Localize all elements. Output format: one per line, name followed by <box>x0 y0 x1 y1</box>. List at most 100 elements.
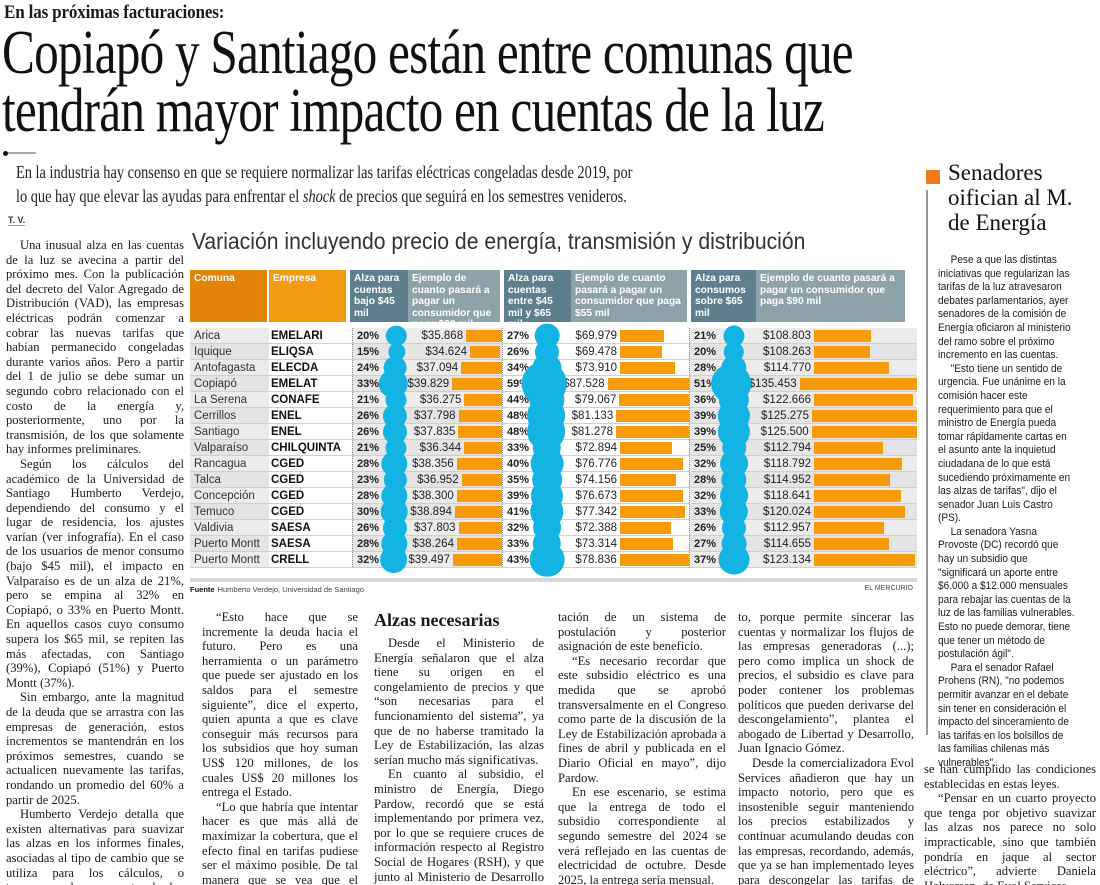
group-45-65: 32% $72.388 <box>502 513 689 542</box>
group-bajo-45: 26% $37.803 <box>352 515 502 540</box>
paragraph: Desde la comercializadora Evol Services … <box>738 755 914 885</box>
cell-ejemplo: $114.770 <box>763 361 811 374</box>
bar-mark <box>814 537 890 550</box>
cell-ejemplo: $79.067 <box>574 393 617 406</box>
paragraph: Humberto Verdejo detalla que existen alt… <box>6 807 184 885</box>
paragraph: Una inusual alza en las cuentas de la lu… <box>6 238 184 457</box>
cell-comuna: Temuco <box>190 504 269 519</box>
cell-ejemplo: $34.624 <box>425 345 467 358</box>
paragraph: "Esto tiene un sentido de urgencia. Fue … <box>938 362 1071 525</box>
cell-empresa: CONAFE <box>269 392 352 407</box>
cell-alza-pct: 27% <box>694 537 717 550</box>
cell-ejemplo: $36.275 <box>419 393 462 406</box>
infographic: Variación incluyendo precio de energía, … <box>190 228 918 594</box>
cell-empresa: EMELAT <box>269 376 352 391</box>
bar-mark <box>620 473 676 486</box>
cell-alza-pct: 41% <box>507 505 530 518</box>
deck-text: de precios que seguirá en los semestres … <box>335 186 627 206</box>
cell-ejemplo: $114.952 <box>763 473 811 486</box>
cell-alza-pct: 23% <box>357 473 380 486</box>
bar-mark <box>814 441 884 454</box>
bar-mark <box>452 377 502 390</box>
bar-mark <box>799 377 917 390</box>
cell-empresa: ELECDA <box>269 360 352 375</box>
cell-ejemplo: $118.792 <box>763 457 811 470</box>
bubble-cell <box>716 544 752 575</box>
bar-mark <box>620 345 663 358</box>
table-row: Puerto Montt CRELL 32% $39.497 43% $78.8… <box>190 542 917 577</box>
paragraph: Para el senador Rafael Prohens (RN), "no… <box>938 661 1069 769</box>
cell-ejemplo: $35.868 <box>421 329 464 342</box>
group-bajo-45: 33% $39.829 <box>352 369 502 398</box>
cell-comuna: Iquique <box>190 344 269 359</box>
headline-line-2: tendrán mayor impacto en cuentas de la l… <box>2 77 825 145</box>
cell-ejemplo: $112.794 <box>763 441 811 454</box>
cell-ejemplo: $36.344 <box>419 441 462 454</box>
deck-emphasis: shock <box>302 186 336 206</box>
cell-empresa: EMELARI <box>269 328 352 343</box>
cell-comuna: Rancagua <box>190 456 269 471</box>
cell-ejemplo: $38.894 <box>410 505 452 518</box>
bar-mark <box>620 441 673 454</box>
cell-ejemplo: $78.836 <box>575 553 617 566</box>
bar-mark <box>458 425 502 438</box>
bar-mark <box>814 345 870 358</box>
bar-mark <box>620 505 685 518</box>
group-45-65: 43% $78.836 <box>502 542 689 577</box>
group-bajo-45: 20% $35.868 <box>352 325 502 346</box>
cell-ejemplo: $36.952 <box>417 473 459 486</box>
bubble-mark <box>379 545 408 574</box>
group-bajo-45: 21% $36.344 <box>352 436 502 459</box>
cell-ejemplo: $81.278 <box>571 425 614 438</box>
group-bajo-45: 32% $39.497 <box>352 545 502 574</box>
header-alza-45-65: Alza para cuentas entre $45 mil y $65 mi… <box>504 270 571 330</box>
bar-mark <box>466 329 502 342</box>
header-ejemplo-55: Ejemplo de cuanto pasará a pagar un cons… <box>571 270 687 322</box>
cell-ejemplo: $38.264 <box>412 537 454 550</box>
cell-empresa: CGED <box>269 504 352 519</box>
bar-mark <box>814 521 884 534</box>
bar-mark <box>456 489 502 502</box>
paragraph: En ese escenario, se estima que la entre… <box>558 785 726 885</box>
group-sobre-65: 32% $118.641 <box>689 481 917 510</box>
cell-alza-pct: 43% <box>507 553 530 566</box>
cell-empresa: CRELL <box>269 552 352 567</box>
bar-mark <box>814 505 906 518</box>
cell-alza-pct: 33% <box>357 377 380 390</box>
cell-empresa: ENEL <box>269 424 352 439</box>
headline-line-1: Copiapó y Santiago están entre comunas q… <box>2 19 854 87</box>
source-text: Humberto Verdejo, Universidad de Santiag… <box>217 585 364 594</box>
bar-mark <box>616 425 689 438</box>
bar-mark <box>454 505 502 518</box>
cell-alza-pct: 21% <box>357 393 380 406</box>
article-column-1: Una inusual alza en las cuentas de la lu… <box>6 238 184 885</box>
table-body: Arica EMELARI 20% $35.868 27% $69.979 21… <box>190 323 918 577</box>
cell-ejemplo: $108.263 <box>763 345 811 358</box>
group-sobre-65: 20% $108.263 <box>689 341 917 362</box>
cell-comuna: La Serena <box>190 392 269 407</box>
cell-alza-pct: 33% <box>507 537 530 550</box>
group-45-65: 39% $76.673 <box>502 479 689 512</box>
cell-alza-pct: 21% <box>694 329 717 342</box>
paragraph: tación de un sistema de postulación y po… <box>558 610 726 654</box>
cell-empresa: CGED <box>269 472 352 487</box>
bubble-cell <box>379 342 415 361</box>
cell-alza-pct: 26% <box>694 521 717 534</box>
group-sobre-65: 39% $125.275 <box>689 399 918 432</box>
cell-alza-pct: 28% <box>694 361 717 374</box>
cell-ejemplo: $135.453 <box>748 377 797 390</box>
cell-comuna: Puerto Montt <box>190 552 269 567</box>
bubble-mark <box>718 544 750 575</box>
group-bajo-45: 23% $36.952 <box>352 468 502 491</box>
cell-alza-pct: 20% <box>357 329 380 342</box>
group-45-65: 40% $76.776 <box>502 447 689 480</box>
headline: Copiapó y Santiago están entre comunas q… <box>2 19 1100 145</box>
cell-comuna: Talca <box>190 472 269 487</box>
bar-mark <box>452 553 502 566</box>
source-label: Fuente <box>190 585 215 594</box>
group-bajo-45: 28% $38.264 <box>352 530 503 557</box>
cell-ejemplo: $74.156 <box>575 473 617 486</box>
infographic-table: Comuna Empresa Alza para cuentas bajo $4… <box>190 270 918 582</box>
article-column-3: Desde el Ministerio de Energía señalaron… <box>374 636 544 885</box>
group-sobre-65: 21% $108.803 <box>689 324 917 347</box>
